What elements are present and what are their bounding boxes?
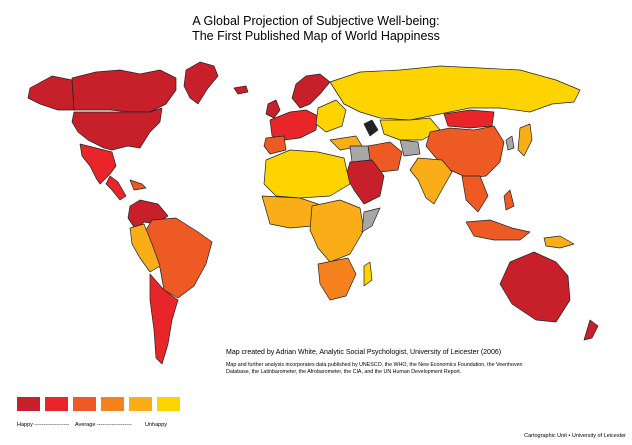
region-japan [517,123,533,157]
region-scandinavia [291,73,331,109]
region-argentina-chile [149,273,179,365]
legend-swatch-1 [17,397,40,411]
region-usa [71,107,163,151]
legend-swatch-5 [129,397,152,411]
region-russia [329,65,581,121]
region-central-america [105,175,127,201]
region-southeast-asia [461,175,489,213]
region-western-europe [269,109,319,141]
region-southern-africa [317,257,357,301]
region-alaska [27,75,75,111]
region-west-africa [261,195,319,229]
map-title-line1: A Global Projection of Subjective Well-b… [192,14,440,28]
legend-swatch-2 [45,397,68,411]
region-caribbean [129,179,147,191]
region-new-guinea [543,235,575,249]
region-greenland [183,61,219,105]
legend-swatch-4 [101,397,124,411]
legend-label-unhappy: Unhappy [145,422,168,428]
region-afghanistan [399,139,421,157]
region-central-africa [309,199,365,263]
region-iberia [263,135,287,155]
region-caucasus [363,119,379,137]
region-horn-africa [361,207,381,233]
region-iceland [233,85,249,95]
region-british-isles [265,99,281,119]
region-eastern-europe [315,99,347,133]
legend-swatch-6 [157,397,180,411]
region-philippines [503,189,515,211]
legend-label-happy: Happy ------------------- [17,422,70,428]
region-iraq-syria [349,145,371,163]
happiness-legend: Happy ------------------- Average ------… [17,397,180,428]
map-sources: Map and further analysis incorporates da… [226,362,523,375]
region-peru-bolivia [129,223,161,273]
map-title: A Global Projection of Subjective Well-b… [0,14,632,44]
region-madagascar [363,261,373,287]
map-title-line2: The First Published Map of World Happine… [192,29,440,43]
region-korea [505,135,515,151]
region-indonesia [465,219,531,241]
map-credit: Map created by Adrian White, Analytic So… [226,349,502,356]
region-north-africa [263,149,351,199]
legend-swatch-3 [73,397,96,411]
region-new-zealand [583,319,599,341]
legend-label-average: Average ------------------- [75,422,132,428]
region-canada [71,69,177,113]
region-australia [499,251,571,323]
region-mexico [79,143,117,185]
cartographic-footer: Cartographic Unit • University of Leices… [524,433,626,439]
region-mongolia [443,109,495,129]
region-india [409,157,453,205]
